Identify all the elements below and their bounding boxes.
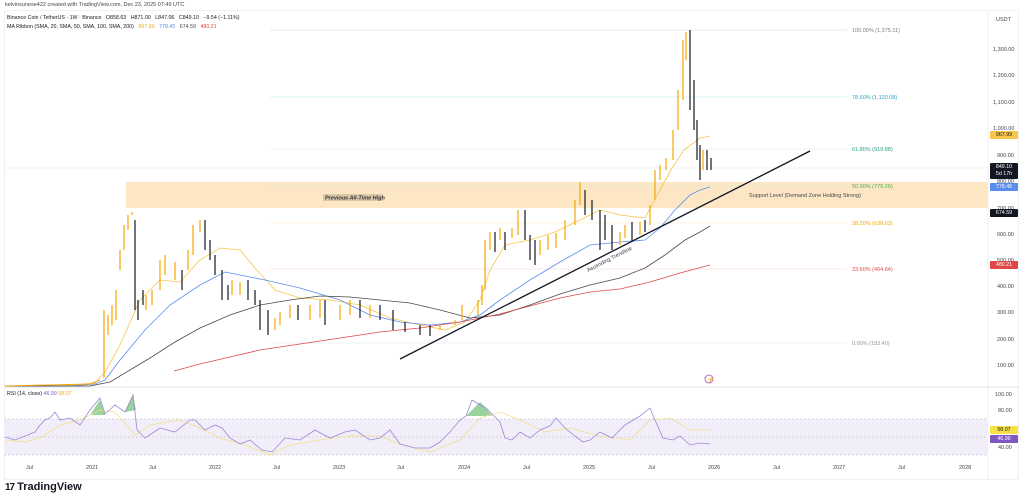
svg-text:Jul: Jul	[523, 465, 530, 471]
rsi-value-tag: 46.99	[990, 435, 1018, 443]
rsi-line[interactable]	[4, 393, 711, 453]
svg-text:2022: 2022	[209, 465, 221, 471]
svg-text:Jul: Jul	[273, 465, 280, 471]
svg-text:800.00: 800.00	[997, 179, 1014, 185]
last-price-tag: 849.10 5d 17h	[990, 163, 1018, 179]
svg-text:2028: 2028	[959, 465, 971, 471]
time-axis[interactable]: Jul 2021 Jul 2022 Jul 2023 Jul 2024 Jul …	[26, 465, 971, 471]
svg-text:78.60% (1,120.08): 78.60% (1,120.08)	[852, 95, 897, 101]
svg-text:200.00: 200.00	[997, 337, 1014, 343]
svg-text:Jul: Jul	[648, 465, 655, 471]
price-axis[interactable]: USDT 1,300.00 1,200.00 1,100.00 1,000.00…	[993, 17, 1014, 369]
svg-text:⚡: ⚡	[707, 376, 714, 384]
svg-text:Jul: Jul	[898, 465, 905, 471]
ohlc-low: L847.06	[155, 15, 175, 21]
ohlc-high: H871.00	[130, 15, 151, 21]
svg-text:23.60% (464.64): 23.60% (464.64)	[852, 267, 893, 273]
svg-text:Jul: Jul	[149, 465, 156, 471]
svg-text:1,200.00: 1,200.00	[993, 73, 1014, 79]
sma20-price-tag: 967.99	[990, 131, 1018, 139]
ma-ribbon-label[interactable]: MA Ribbon (SMA, 20, SMA, 50, SMA, 100, S…	[7, 24, 134, 30]
sma20-value: 967.99	[138, 24, 155, 30]
svg-text:2025: 2025	[583, 465, 595, 471]
previous-ath-label[interactable]: Previous All-Time High	[325, 196, 386, 202]
svg-text:100.00: 100.00	[995, 392, 1012, 398]
sma200-value: 480.21	[200, 24, 217, 30]
svg-text:0.00% (183.40): 0.00% (183.40)	[852, 341, 890, 347]
svg-text:1,100.00: 1,100.00	[993, 100, 1014, 106]
sma100-price-tag: 674.59	[990, 209, 1018, 217]
svg-text:400.00: 400.00	[997, 284, 1014, 290]
rsi-overbought-fill	[90, 395, 492, 416]
sma100-line[interactable]	[5, 225, 711, 387]
demand-zone[interactable]	[126, 182, 988, 208]
ath-label-bg	[323, 194, 383, 201]
rsi-ma-line[interactable]	[4, 409, 710, 456]
sma200-price-tag: 480.21	[990, 261, 1018, 269]
svg-text:300.00: 300.00	[997, 310, 1014, 316]
rsi-value: 46.99	[43, 391, 57, 397]
countdown: 5d 17h	[995, 171, 1013, 177]
svg-text:100.00% (1,375.11): 100.00% (1,375.11)	[852, 28, 900, 34]
svg-text:50.00% (779.26): 50.00% (779.26)	[852, 184, 893, 190]
sma20-line[interactable]	[5, 135, 711, 387]
svg-text:600.00: 600.00	[997, 232, 1014, 238]
ascending-trendline[interactable]	[399, 150, 811, 360]
price-tick: 1,300.00	[993, 47, 1014, 53]
symbol-legend: Binance Coin / TetherUS · 1W · Binance O…	[7, 15, 243, 21]
svg-text:80.00: 80.00	[998, 408, 1012, 414]
rsi-ma-tag: 58.07	[990, 426, 1018, 434]
rsi-ma-value: 58.07	[58, 391, 72, 397]
svg-text:2026: 2026	[708, 465, 720, 471]
sma50-value: 778.45	[159, 24, 176, 30]
svg-text:Jul: Jul	[397, 465, 404, 471]
svg-text:38.20% (638.63): 38.20% (638.63)	[852, 221, 893, 227]
trendline-label[interactable]: Ascending Trendline	[586, 246, 633, 274]
ohlc-close: C849.10	[178, 15, 199, 21]
svg-text:100.00: 100.00	[997, 363, 1014, 369]
svg-text:2027: 2027	[833, 465, 845, 471]
ma-ribbon-legend: MA Ribbon (SMA, 20, SMA, 50, SMA, 100, S…	[7, 24, 220, 30]
svg-text:USDT: USDT	[996, 17, 1012, 23]
fib-retracement[interactable]	[270, 29, 847, 344]
svg-text:1,000.00: 1,000.00	[993, 126, 1014, 132]
sma50-line[interactable]	[5, 186, 711, 387]
svg-text:Jul: Jul	[26, 465, 33, 471]
brand-name: TradingView	[17, 481, 82, 493]
svg-text:61.80% (919.88): 61.80% (919.88)	[852, 147, 893, 153]
symbol-title[interactable]: Binance Coin / TetherUS · 1W · Binance	[7, 15, 102, 21]
ohlc-open: O858.63	[105, 15, 127, 21]
support-level-label[interactable]: Support Level (Demand Zone Holding Stron…	[749, 193, 861, 199]
svg-text:900.00: 900.00	[997, 153, 1014, 159]
ohlc-change: −9.54 (−1.11%)	[203, 15, 240, 21]
svg-text:2023: 2023	[333, 465, 345, 471]
tradingview-brand[interactable]: 17 TradingView	[5, 481, 82, 493]
event-marker-icon[interactable]	[704, 374, 714, 384]
rsi-axis[interactable]: 100.00 80.00 40.00	[995, 392, 1012, 451]
svg-text:Jul: Jul	[773, 465, 780, 471]
svg-text:40.00: 40.00	[998, 445, 1012, 451]
sma50-price-tag: 778.45	[990, 183, 1018, 191]
chart-frame	[4, 10, 1019, 480]
sma100-value: 674.59	[179, 24, 196, 30]
svg-text:2021: 2021	[86, 465, 98, 471]
rsi-legend: RSI (14, close) 46.99 58.07	[7, 391, 72, 397]
chart-credit: kelvinsunese422 created with TradingView…	[5, 2, 185, 8]
sma200-line[interactable]	[173, 264, 711, 372]
svg-text:2024: 2024	[458, 465, 470, 471]
tradingview-logo-icon: 17	[5, 481, 15, 493]
fib-labels: 100.00% (1,375.11) 78.60% (1,120.08) 61.…	[852, 28, 900, 347]
rsi-label[interactable]: RSI (14, close)	[7, 391, 43, 397]
candlestick-series[interactable]	[4, 30, 712, 387]
